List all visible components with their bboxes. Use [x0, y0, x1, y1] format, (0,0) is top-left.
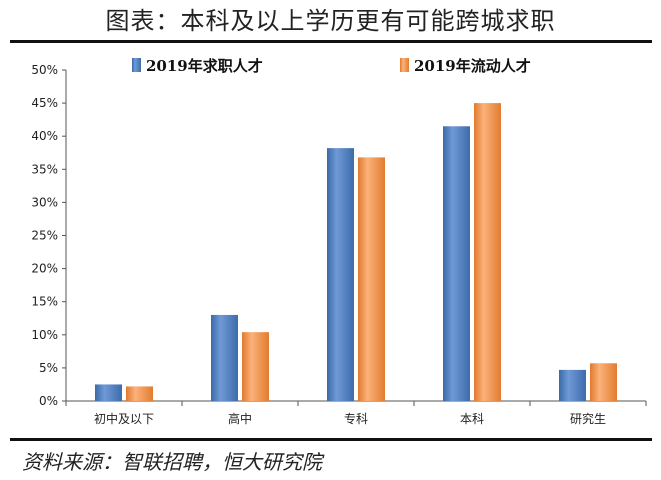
- y-tick-label: 35%: [31, 162, 58, 176]
- y-tick-label: 0%: [39, 394, 58, 408]
- y-tick-label: 40%: [31, 129, 58, 143]
- bar-mobile-talent: [358, 157, 385, 401]
- y-tick-label: 45%: [31, 96, 58, 110]
- x-tick-label: 本科: [460, 412, 484, 426]
- axes: 0% 5% 10% 15% 20% 25% 30% 35% 40% 45% 50% 初中及以下 高中 专科…: [31, 63, 647, 426]
- y-tick-label: 20%: [31, 262, 58, 276]
- bar-chart: 0% 5% 10% 15% 20% 25% 30% 35% 40% 45% 50% 初中及以下 高中 专科…: [31, 57, 647, 426]
- bar-job-seekers: [327, 148, 354, 401]
- y-tick-label: 25%: [31, 229, 58, 243]
- bar-job-seekers: [443, 126, 470, 402]
- x-tick-label: 专科: [344, 411, 368, 426]
- legend-label: 2019年流动人才: [414, 57, 531, 75]
- chart-title: 图表：本科及以上学历更有可能跨城求职: [105, 7, 556, 35]
- bar-mobile-talent: [474, 103, 501, 401]
- y-tick-label: 15%: [31, 295, 58, 309]
- bar-job-seekers: [211, 314, 238, 401]
- source-note: 资料来源：智联招聘，恒大研究院: [22, 450, 322, 474]
- x-tick-label: 研究生: [570, 411, 606, 426]
- legend-swatch: [400, 58, 409, 72]
- y-tick-label: 50%: [31, 63, 58, 77]
- y-tick-label: 30%: [31, 195, 58, 209]
- bars: [95, 103, 617, 402]
- y-tick-label: 5%: [39, 361, 58, 375]
- bar-mobile-talent: [590, 363, 617, 401]
- legend: 2019年求职人才 2019年流动人才: [132, 57, 531, 75]
- x-tick-label: 初中及以下: [94, 411, 154, 426]
- bottom-rule: [10, 438, 652, 441]
- bar-mobile-talent: [242, 332, 269, 401]
- bar-job-seekers: [559, 369, 586, 401]
- x-tick-label: 高中: [228, 411, 252, 426]
- legend-label: 2019年求职人才: [146, 57, 263, 75]
- bar-mobile-talent: [126, 386, 153, 401]
- y-tick-label: 10%: [31, 328, 58, 342]
- bar-job-seekers: [95, 384, 122, 401]
- top-rule: [10, 40, 652, 43]
- legend-swatch: [132, 58, 141, 72]
